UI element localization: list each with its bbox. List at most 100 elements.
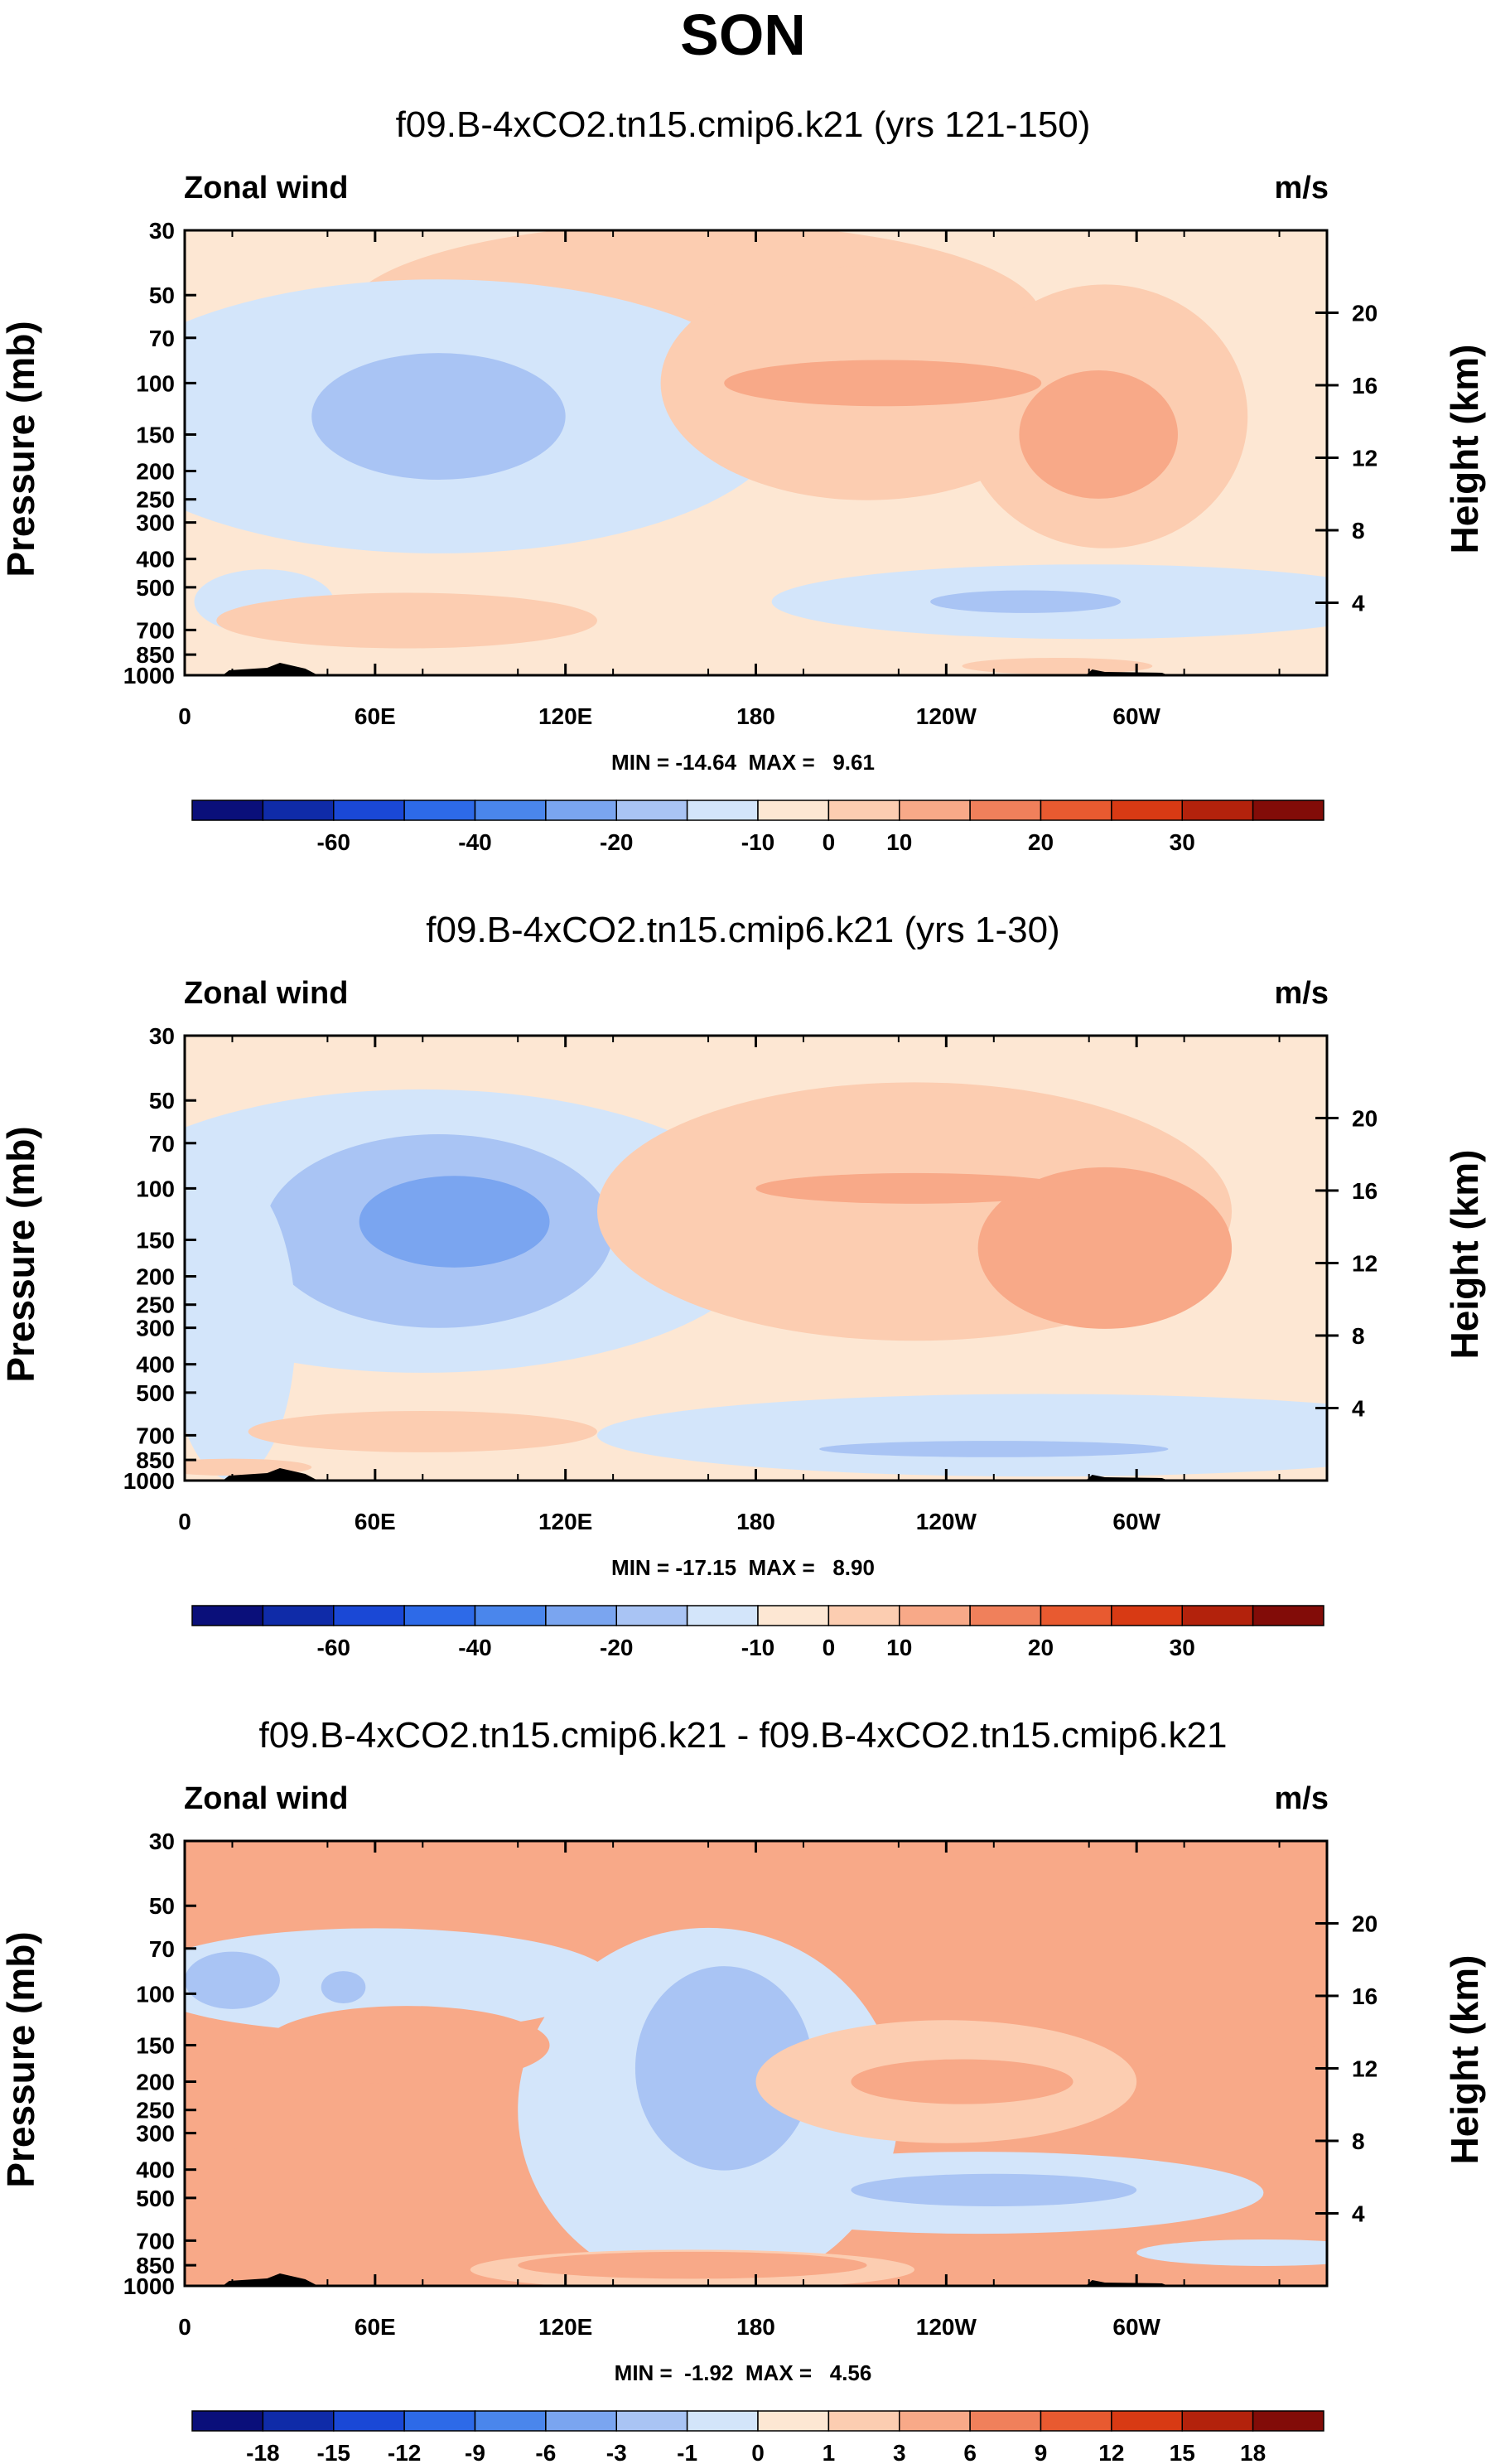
panel-1-pressure-tick-label: 700 bbox=[136, 617, 175, 643]
panel-3-contour-region-7 bbox=[851, 2173, 1137, 2207]
panel-3-colorbar-label: -1 bbox=[677, 2440, 697, 2464]
panel-2-pressure-tick-label: 150 bbox=[136, 1227, 175, 1253]
panel-1-pressure-tick-label: 300 bbox=[136, 510, 175, 536]
panel-2-x-tick-label: 60W bbox=[1112, 1509, 1160, 1534]
panel-3-contour-region-12 bbox=[185, 2038, 297, 2149]
panel-2-colorbar-label: -60 bbox=[317, 1635, 350, 1660]
colorbar-box bbox=[403, 1605, 476, 1626]
colorbar-box bbox=[757, 1605, 830, 1626]
panel-3-colorbar-label: 6 bbox=[963, 2440, 977, 2464]
colorbar-box bbox=[403, 800, 476, 821]
panel-3-pressure-tick-label: 70 bbox=[149, 1936, 175, 1962]
panel-2-x-tick-label: 120W bbox=[916, 1509, 977, 1534]
colorbar-box bbox=[686, 800, 759, 821]
panel-2-variable-label: Zonal wind bbox=[184, 976, 349, 1011]
colorbar-box bbox=[827, 2410, 900, 2432]
panel-2-pressure-tick-label: 70 bbox=[149, 1131, 175, 1157]
panel-3-pressure-tick-label: 850 bbox=[136, 2253, 175, 2278]
colorbar-box bbox=[474, 1605, 547, 1626]
panel-2-colorbar-label: 10 bbox=[886, 1635, 912, 1660]
panel-2-height-tick-label: 4 bbox=[1352, 1395, 1365, 1421]
panel-2-contour-region-8 bbox=[248, 1410, 597, 1452]
panel-1-colorbar-label: 0 bbox=[823, 829, 836, 855]
colorbar-box bbox=[474, 800, 547, 821]
panel-3-contour-region-2 bbox=[185, 1951, 280, 2009]
panel-2-colorbar-label: -40 bbox=[458, 1635, 491, 1660]
panel-2-min-max-stats: MIN = -17.15 MAX = 8.90 bbox=[611, 1555, 875, 1580]
panel-1-colorbar-label: -20 bbox=[600, 829, 633, 855]
panel-3-contour-region-8 bbox=[1136, 2239, 1327, 2266]
panel-1-pressure-tick-label: 150 bbox=[136, 422, 175, 447]
panel-3-colorbar-label: 1 bbox=[823, 2440, 836, 2464]
panel-2-x-tick-label: 120E bbox=[538, 1509, 592, 1534]
panel-2-pressure-tick-label: 50 bbox=[149, 1088, 175, 1114]
colorbar-box bbox=[1252, 800, 1324, 821]
panel-2-colorbar: -60 -40 -20 -10 0 10 20 30 bbox=[191, 1605, 1324, 1660]
panel-1-pressure-tick-label: 50 bbox=[149, 283, 175, 308]
panel-3-contour-region-14 bbox=[851, 2059, 1073, 2104]
panel-3-colorbar-label: 9 bbox=[1035, 2440, 1048, 2464]
panel-2-colorbar-label: 0 bbox=[823, 1635, 836, 1660]
panel-3-height-tick-label: 8 bbox=[1352, 2128, 1365, 2154]
panel-3-title: f09.B-4xCO2.tn15.cmip6.k21 - f09.B-4xCO2… bbox=[258, 1715, 1228, 1756]
panel-1-x-tick-label: 60E bbox=[355, 703, 396, 729]
panel-1-colorbar-label: 10 bbox=[886, 829, 912, 855]
panel-3-min-max-stats: MIN = -1.92 MAX = 4.56 bbox=[614, 2360, 872, 2385]
panel-3-pressure-tick-label: 400 bbox=[136, 2157, 175, 2183]
panel-2-units-label: m/s bbox=[1274, 976, 1329, 1011]
panel-3-units-label: m/s bbox=[1274, 1781, 1329, 1816]
colorbar-box bbox=[545, 2410, 617, 2432]
panel-3-height-tick-label: 16 bbox=[1352, 1983, 1377, 2009]
colorbar-box bbox=[899, 1605, 971, 1626]
panel-1-pressure-tick-label: 850 bbox=[136, 642, 175, 668]
panel-2-contour-region-7 bbox=[755, 1172, 1073, 1204]
panel-1-title: f09.B-4xCO2.tn15.cmip6.k21 (yrs 121-150) bbox=[395, 104, 1091, 145]
panel-3-height-tick-label: 12 bbox=[1352, 2056, 1377, 2081]
colorbar-box bbox=[827, 1605, 900, 1626]
panel-2-pressure-tick-label: 250 bbox=[136, 1292, 175, 1318]
panel-1-x-tick-label: 180 bbox=[736, 703, 775, 729]
colorbar-box bbox=[615, 1605, 688, 1626]
panel-3-colorbar-label: -12 bbox=[388, 2440, 421, 2464]
colorbar-box bbox=[1040, 1605, 1112, 1626]
panel-2-pressure-tick-label: 500 bbox=[136, 1380, 175, 1406]
panel-1-x-tick-label: 60W bbox=[1112, 703, 1160, 729]
panel-1-contour-region-11 bbox=[930, 590, 1122, 613]
colorbar-box bbox=[757, 2410, 830, 2432]
panel-1-height-tick-label: 16 bbox=[1352, 373, 1377, 399]
panel-2-pressure-tick-label: 700 bbox=[136, 1423, 175, 1448]
colorbar-box bbox=[1252, 2410, 1324, 2432]
panel-3-x-tick-label: 120W bbox=[916, 2314, 977, 2340]
panel-1-contour-region-12 bbox=[962, 657, 1153, 674]
panel-2-pressure-tick-label: 400 bbox=[136, 1352, 175, 1378]
colorbar-box bbox=[615, 800, 688, 821]
panel-3-colorbar-label: -18 bbox=[246, 2440, 279, 2464]
panel-2-contour-region-6 bbox=[977, 1167, 1233, 1329]
panel-3-colorbar-label: 15 bbox=[1170, 2440, 1195, 2464]
panel-2-contour-region-4 bbox=[185, 1176, 297, 1481]
panel-3-x-tick-label: 0 bbox=[178, 2314, 191, 2340]
panel-1-colorbar-label: -60 bbox=[317, 829, 350, 855]
panel-2-height-tick-label: 16 bbox=[1352, 1178, 1377, 1204]
panel-3-x-tick-label: 60W bbox=[1112, 2314, 1160, 2340]
panel-2-x-tick-label: 180 bbox=[736, 1509, 775, 1534]
panel-3-contour-region-1 bbox=[185, 1928, 614, 2033]
panel-2-x-tick-label: 60E bbox=[355, 1509, 396, 1534]
panel-3-pressure-tick-label: 300 bbox=[136, 2121, 175, 2147]
panel-2-pressure-tick-label: 850 bbox=[136, 1447, 175, 1473]
panel-3-pressure-tick-label: 50 bbox=[149, 1893, 175, 1919]
panel-2-title: f09.B-4xCO2.tn15.cmip6.k21 (yrs 1-30) bbox=[426, 910, 1060, 950]
panel-3-colorbar-label: 3 bbox=[893, 2440, 906, 2464]
panel-1-pressure-tick-label: 1000 bbox=[123, 663, 175, 688]
panel-3-colorbar-label: -3 bbox=[606, 2440, 627, 2464]
panel-3-variable-label: Zonal wind bbox=[184, 1781, 349, 1816]
colorbar-box bbox=[262, 800, 335, 821]
colorbar-box bbox=[191, 800, 264, 821]
panel-3-contour-region-10 bbox=[518, 2251, 867, 2279]
panel-1-height-tick-label: 12 bbox=[1352, 445, 1377, 471]
colorbar-box bbox=[969, 1605, 1042, 1626]
panel-3-x-tick-label: 120E bbox=[538, 2314, 592, 2340]
colorbar-box bbox=[474, 2410, 547, 2432]
